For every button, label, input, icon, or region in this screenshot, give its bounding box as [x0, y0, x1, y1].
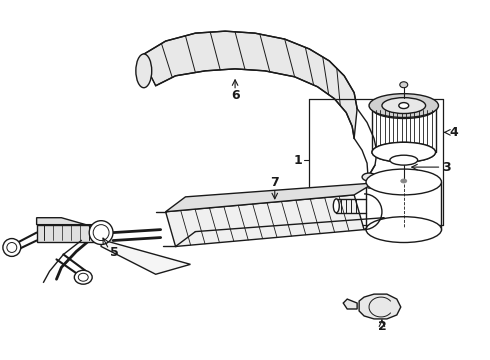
Ellipse shape — [366, 169, 441, 195]
Ellipse shape — [89, 221, 113, 244]
Ellipse shape — [410, 181, 417, 193]
Ellipse shape — [372, 142, 436, 162]
Text: 2: 2 — [378, 320, 386, 333]
Polygon shape — [37, 225, 96, 242]
Text: 7: 7 — [270, 176, 279, 189]
Ellipse shape — [366, 217, 441, 243]
Polygon shape — [101, 239, 191, 274]
Ellipse shape — [78, 273, 88, 281]
Text: 4: 4 — [449, 126, 458, 139]
Text: 3: 3 — [442, 161, 451, 174]
Ellipse shape — [382, 98, 426, 113]
Ellipse shape — [401, 179, 407, 183]
Polygon shape — [141, 31, 357, 138]
Ellipse shape — [74, 270, 92, 284]
Ellipse shape — [399, 103, 409, 109]
Ellipse shape — [372, 142, 436, 162]
Text: 6: 6 — [231, 89, 240, 102]
Polygon shape — [37, 218, 96, 228]
Ellipse shape — [362, 173, 376, 181]
Text: 5: 5 — [110, 246, 119, 259]
Ellipse shape — [369, 94, 439, 117]
Ellipse shape — [3, 239, 21, 256]
Ellipse shape — [7, 243, 17, 252]
Polygon shape — [359, 294, 401, 319]
Ellipse shape — [390, 155, 417, 165]
Ellipse shape — [400, 82, 408, 88]
Ellipse shape — [93, 225, 109, 240]
Polygon shape — [166, 195, 364, 247]
Text: 1: 1 — [293, 154, 302, 167]
Ellipse shape — [372, 99, 436, 118]
Polygon shape — [166, 183, 374, 212]
Ellipse shape — [333, 199, 339, 213]
Ellipse shape — [136, 54, 152, 88]
Polygon shape — [343, 299, 357, 309]
